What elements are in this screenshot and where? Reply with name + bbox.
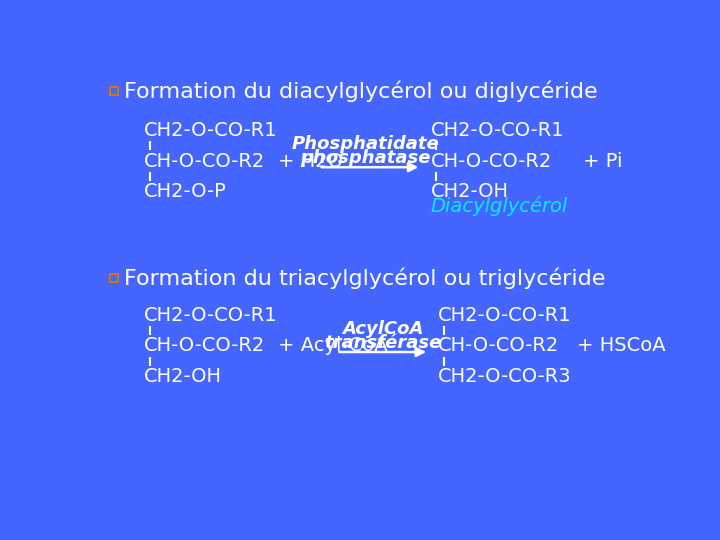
Text: + H2O: + H2O (278, 152, 343, 171)
Text: + HSCoA: + HSCoA (577, 336, 665, 355)
Text: transférase: transférase (324, 334, 441, 352)
Text: AcylCoA: AcylCoA (342, 320, 423, 338)
Text: + Acyl-CoA: + Acyl-CoA (278, 336, 388, 355)
Text: CH2-O-CO-R3: CH2-O-CO-R3 (438, 367, 572, 386)
Text: phosphatase: phosphatase (300, 149, 431, 167)
Text: CH2-O-CO-R1: CH2-O-CO-R1 (144, 306, 278, 325)
Text: Phosphatidate: Phosphatidate (292, 135, 439, 153)
Bar (109, 273, 119, 283)
Text: + Pi: + Pi (583, 152, 623, 171)
Text: CH-O-CO-R2: CH-O-CO-R2 (144, 152, 266, 171)
Bar (109, 85, 119, 96)
Text: CH2-O-CO-R1: CH2-O-CO-R1 (438, 306, 572, 325)
Bar (111, 275, 117, 281)
Text: CH2-OH: CH2-OH (431, 183, 508, 201)
Text: Formation du triacylglycérol ou triglycéride: Formation du triacylglycérol ou triglycé… (124, 267, 606, 289)
Text: CH-O-CO-R2: CH-O-CO-R2 (438, 336, 559, 355)
Text: CH-O-CO-R2: CH-O-CO-R2 (431, 152, 552, 171)
Text: CH-O-CO-R2: CH-O-CO-R2 (144, 336, 266, 355)
Text: CH2-O-P: CH2-O-P (144, 183, 227, 201)
Text: Formation du diacylglycérol ou diglycéride: Formation du diacylglycérol ou diglycéri… (124, 80, 598, 102)
Text: CH2-OH: CH2-OH (144, 367, 222, 386)
Text: CH2-O-CO-R1: CH2-O-CO-R1 (431, 121, 564, 140)
Text: CH2-O-CO-R1: CH2-O-CO-R1 (144, 121, 278, 140)
Text: Diacylglycérol: Diacylglycérol (431, 195, 568, 215)
Bar (111, 87, 117, 93)
